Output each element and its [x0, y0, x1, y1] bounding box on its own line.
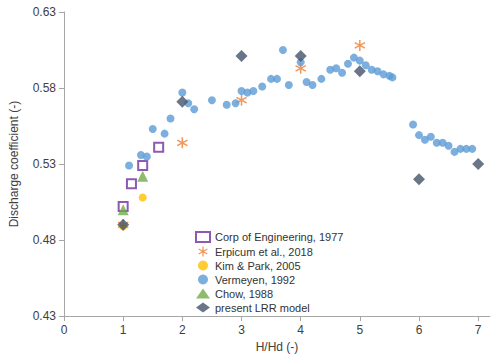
svg-text:2: 2	[179, 323, 186, 337]
svg-text:5: 5	[356, 323, 363, 337]
svg-text:0.53: 0.53	[33, 157, 57, 171]
svg-text:Kim & Park, 2005: Kim & Park, 2005	[215, 260, 301, 272]
svg-text:3: 3	[238, 323, 245, 337]
svg-text:Erpicum et al., 2018: Erpicum et al., 2018	[215, 246, 313, 258]
svg-text:H/Hd (-): H/Hd (-)	[256, 340, 299, 354]
svg-text:4: 4	[297, 323, 304, 337]
svg-text:6: 6	[416, 323, 423, 337]
svg-text:Vermeyen, 1992: Vermeyen, 1992	[215, 274, 295, 286]
svg-text:present LRR model: present LRR model	[215, 302, 310, 314]
svg-text:Chow, 1988: Chow, 1988	[215, 288, 273, 300]
svg-text:0.58: 0.58	[33, 81, 57, 95]
svg-text:Corp of Engineering, 1977: Corp of Engineering, 1977	[215, 231, 343, 243]
svg-text:1: 1	[120, 323, 127, 337]
svg-text:0: 0	[61, 323, 68, 337]
svg-text:0.43: 0.43	[33, 309, 57, 323]
svg-text:Discharge coefficient (-): Discharge coefficient (-)	[7, 101, 21, 228]
svg-text:0.48: 0.48	[33, 233, 57, 247]
svg-text:7: 7	[475, 323, 482, 337]
svg-text:0.63: 0.63	[33, 5, 57, 19]
